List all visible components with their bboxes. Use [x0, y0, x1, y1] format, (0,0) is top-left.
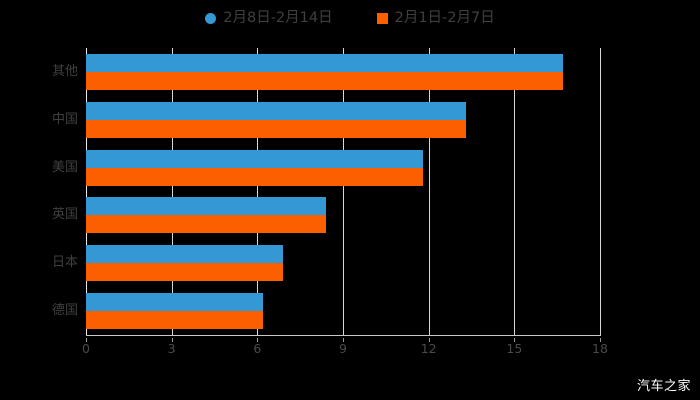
x-tick-mark: [86, 338, 87, 342]
x-tick-label: 15: [506, 341, 523, 356]
gridline-x-12: [428, 48, 430, 335]
bar[interactable]: [86, 311, 264, 330]
x-tick-label: 6: [253, 341, 262, 356]
bar-group: [86, 149, 600, 186]
y-axis-category-labels: 其他中国美国英国日本德国: [0, 48, 78, 335]
x-tick-mark: [257, 338, 259, 342]
bar-group: [86, 101, 600, 138]
gridline-x-15: [514, 48, 516, 335]
y-axis-label: 德国: [51, 303, 78, 319]
bar[interactable]: [86, 167, 423, 186]
x-tick-label: 0: [82, 341, 90, 356]
x-tick-mark: [171, 338, 173, 342]
chart-legend: 2月8日-2月14日 2月1日-2月7日: [0, 6, 700, 30]
y-axis-label: 日本: [51, 255, 78, 271]
y-axis-label: 英国: [51, 207, 78, 223]
legend-item-series-0[interactable]: 2月8日-2月14日: [205, 9, 333, 26]
x-axis-ticks: 0 3 6 9 12 15 18: [0, 338, 700, 358]
legend-item-series-1[interactable]: 2月1日-2月7日: [376, 9, 495, 26]
x-tick-mark: [514, 338, 516, 342]
x-tick-mark: [428, 338, 430, 342]
gridline-x-0: [86, 48, 87, 335]
gridline-x-18: [600, 48, 601, 335]
bar-group: [86, 197, 600, 234]
gridline-x-6: [257, 48, 259, 335]
x-tick-label: 3: [167, 341, 176, 356]
watermark-label: 汽车之家: [636, 379, 691, 394]
bar[interactable]: [86, 101, 466, 120]
bar[interactable]: [86, 263, 284, 282]
bar[interactable]: [86, 149, 423, 168]
y-axis-label: 其他: [51, 63, 78, 79]
bar[interactable]: [86, 119, 466, 138]
bar[interactable]: [86, 53, 563, 72]
legend-label-series-1: 2月1日-2月7日: [394, 9, 495, 26]
bar[interactable]: [86, 197, 326, 216]
x-tick-mark: [600, 338, 601, 342]
bar[interactable]: [86, 293, 264, 312]
bar-group: [86, 245, 600, 282]
bar-group: [86, 293, 600, 330]
x-tick-label: 12: [420, 341, 437, 356]
bar[interactable]: [86, 245, 284, 264]
square-marker-icon: [376, 12, 388, 24]
x-axis-line: [86, 335, 601, 336]
gridline-x-9: [343, 48, 344, 335]
circle-marker-icon: [205, 12, 217, 24]
legend-label-series-0: 2月8日-2月14日: [223, 9, 333, 26]
x-tick-label: 9: [339, 341, 347, 356]
y-axis-label: 中国: [51, 111, 78, 127]
gridline-x-3: [171, 48, 173, 335]
bar[interactable]: [86, 71, 563, 90]
bar-group: [86, 53, 600, 90]
plot-area: [86, 48, 601, 335]
x-tick-label: 18: [592, 341, 608, 356]
y-axis-label: 美国: [51, 159, 78, 175]
x-tick-mark: [343, 338, 344, 342]
bar[interactable]: [86, 215, 326, 234]
